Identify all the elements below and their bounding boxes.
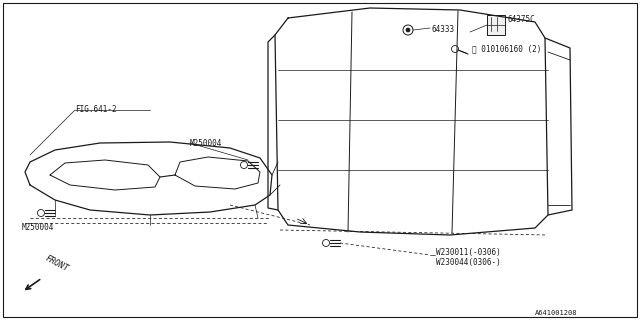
Text: 64333: 64333 — [431, 25, 454, 34]
Text: A641001208: A641001208 — [535, 310, 577, 316]
Text: M250004: M250004 — [190, 139, 222, 148]
Text: Ⓢ 010106160 (2): Ⓢ 010106160 (2) — [472, 44, 541, 53]
Text: W230044(0306-): W230044(0306-) — [436, 259, 500, 268]
Text: 64375C: 64375C — [507, 15, 535, 25]
Text: FRONT: FRONT — [44, 254, 70, 274]
Text: FIG.641-2: FIG.641-2 — [75, 106, 116, 115]
Bar — [487, 15, 505, 35]
Text: M250004: M250004 — [22, 223, 54, 233]
Text: W230011(-0306): W230011(-0306) — [436, 249, 500, 258]
Circle shape — [406, 28, 410, 32]
